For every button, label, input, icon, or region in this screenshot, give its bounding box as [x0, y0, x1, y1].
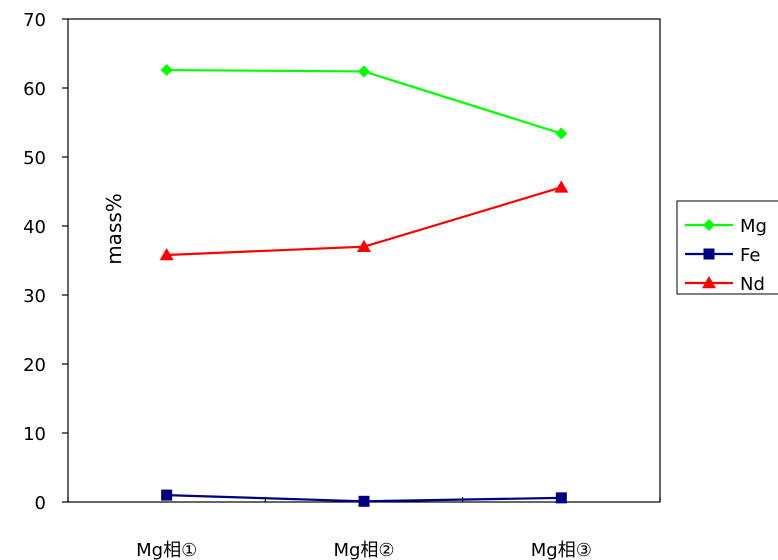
series-nd-point: [554, 180, 569, 193]
series-group: [159, 64, 569, 507]
y-axis: 0 10 20 30 40 50 60 70: [23, 10, 68, 514]
legend-label-mg: Mg: [740, 216, 767, 237]
legend: Mg Fe Nd: [676, 200, 778, 295]
y-tick-label: 60: [23, 79, 46, 100]
legend-label-fe: Fe: [740, 245, 760, 266]
x-tick-label: Mg相③: [531, 540, 592, 560]
plot-area-frame: [67, 18, 661, 503]
series-mg-point: [555, 127, 568, 140]
y-tick-label: 20: [23, 355, 46, 376]
series-nd-point: [357, 239, 371, 252]
y-tick-label: 50: [23, 148, 46, 169]
y-tick-label: 0: [35, 493, 46, 514]
series-fe-point: [161, 489, 173, 501]
series-fe-point: [555, 492, 567, 504]
legend-label-nd: Nd: [740, 274, 765, 295]
y-axis-label: mass%: [102, 193, 126, 265]
x-tick-label: Mg相②: [333, 540, 394, 560]
y-tick-label: 10: [23, 424, 46, 445]
x-axis: Mg相① Mg相② Mg相③: [67, 497, 661, 560]
series-nd-point: [159, 247, 174, 261]
series-fe: [161, 489, 567, 507]
x-tick-label: Mg相①: [136, 540, 197, 560]
y-tick-label: 70: [23, 10, 46, 31]
series-nd: [159, 180, 569, 261]
series-fe-point: [358, 495, 370, 507]
series-mg-point: [358, 65, 370, 78]
series-mg: [160, 64, 568, 140]
series-mg-line: [166, 68, 562, 135]
legend-box: [676, 200, 778, 295]
legend-marker-fe: [703, 248, 715, 260]
legend-marker-mg: [703, 219, 715, 231]
y-tick-label: 40: [23, 217, 46, 238]
series-mg-point: [160, 64, 173, 77]
legend-marker-nd: [702, 276, 716, 289]
y-tick-label: 30: [23, 286, 46, 307]
